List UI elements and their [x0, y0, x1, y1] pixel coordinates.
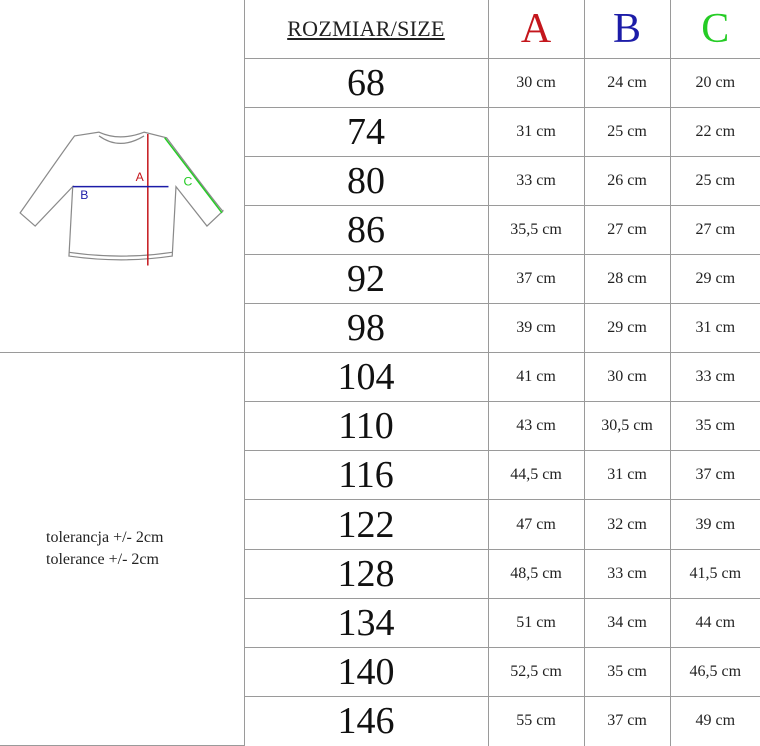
value-a-cell: 31 cm — [487, 106, 585, 157]
table-row: 116 44,5 cm 31 cm 37 cm — [0, 450, 760, 501]
value-b-cell: 35 cm — [583, 646, 671, 697]
value-a-cell: 48,5 cm — [487, 548, 585, 599]
value-a-cell: 37 cm — [487, 253, 585, 305]
size-cell: 80 — [243, 155, 489, 206]
tolerance-cell: tolerancja +/- 2cm tolerance +/- 2cm — [0, 352, 245, 746]
header-row: A B C ROZMIAR/SIZE A B C — [0, 0, 760, 354]
value-b-cell: 25 cm — [583, 106, 671, 157]
value-c-cell: 46,5 cm — [669, 646, 760, 697]
size-cell: 98 — [243, 303, 489, 354]
value-a-cell: 44,5 cm — [487, 450, 585, 501]
value-c-cell: 27 cm — [669, 204, 760, 255]
illustration-cell: A B C — [0, 0, 245, 354]
shirt-hem — [68, 251, 173, 257]
table-row: 92 37 cm 28 cm 29 cm — [0, 253, 760, 305]
table-row: 140 52,5 cm 35 cm 46,5 cm — [0, 646, 760, 697]
size-cell: 146 — [243, 695, 489, 746]
value-b-cell: 28 cm — [583, 253, 671, 305]
value-b-cell: 34 cm — [583, 597, 671, 648]
value-b-cell: 24 cm — [583, 57, 671, 108]
column-header-a: A — [487, 0, 585, 59]
size-cell: 92 — [243, 253, 489, 305]
label-c: C — [183, 175, 192, 189]
size-cell: 134 — [243, 597, 489, 648]
shirt-collar — [98, 135, 145, 145]
column-header-c: C — [669, 0, 760, 59]
shirt-outline — [19, 131, 224, 261]
value-a-cell: 39 cm — [487, 303, 585, 354]
size-cell: 68 — [243, 57, 489, 108]
shirt-measurement-diagram: A B C — [19, 131, 224, 266]
value-c-cell: 37 cm — [669, 450, 760, 501]
value-c-cell: 44 cm — [669, 597, 760, 648]
label-b: B — [80, 188, 88, 202]
table-row: 68 30 cm 24 cm 20 cm — [0, 57, 760, 108]
size-cell: 140 — [243, 646, 489, 697]
size-cell: 122 — [243, 499, 489, 550]
value-b-cell: 30 cm — [583, 352, 671, 403]
value-b-cell: 33 cm — [583, 548, 671, 599]
value-c-cell: 29 cm — [669, 253, 760, 305]
value-a-cell: 43 cm — [487, 401, 585, 452]
size-cell: 128 — [243, 548, 489, 599]
table-row: 80 33 cm 26 cm 25 cm — [0, 155, 760, 206]
size-column-header: ROZMIAR/SIZE — [243, 0, 489, 59]
table-row: 86 35,5 cm 27 cm 27 cm — [0, 204, 760, 255]
value-b-cell: 32 cm — [583, 499, 671, 550]
value-a-cell: 33 cm — [487, 155, 585, 206]
value-b-cell: 37 cm — [583, 695, 671, 746]
tolerance-pl: tolerancja +/- 2cm — [46, 529, 164, 547]
table-row: 122 47 cm 32 cm 39 cm — [0, 499, 760, 550]
value-c-cell: 25 cm — [669, 155, 760, 206]
size-cell: 104 — [243, 352, 489, 403]
value-c-cell: 39 cm — [669, 499, 760, 550]
value-a-cell: 55 cm — [487, 695, 585, 746]
size-cell: 110 — [243, 401, 489, 452]
value-b-cell: 29 cm — [583, 303, 671, 354]
label-a: A — [135, 170, 144, 184]
value-b-cell: 31 cm — [583, 450, 671, 501]
value-b-cell: 30,5 cm — [583, 401, 671, 452]
value-c-cell: 33 cm — [669, 352, 760, 403]
value-a-cell: 52,5 cm — [487, 646, 585, 697]
value-b-cell: 27 cm — [583, 204, 671, 255]
value-c-cell: 41,5 cm — [669, 548, 760, 599]
value-b-cell: 26 cm — [583, 155, 671, 206]
value-a-cell: 35,5 cm — [487, 204, 585, 255]
value-a-cell: 41 cm — [487, 352, 585, 403]
value-c-cell: 49 cm — [669, 695, 760, 746]
size-cell: 86 — [243, 204, 489, 255]
table-row: 146 55 cm 37 cm 49 cm — [0, 695, 760, 746]
value-c-cell: 22 cm — [669, 106, 760, 157]
table-row: 110 43 cm 30,5 cm 35 cm — [0, 401, 760, 452]
size-cell: 74 — [243, 106, 489, 157]
value-a-cell: 47 cm — [487, 499, 585, 550]
table-row: tolerancja +/- 2cm tolerance +/- 2cm 104 41… — [0, 352, 760, 746]
size-cell: 116 — [243, 450, 489, 501]
column-header-b: B — [583, 0, 671, 59]
tolerance-en: tolerance +/- 2cm — [46, 551, 159, 569]
value-a-cell: 30 cm — [487, 57, 585, 108]
value-c-cell: 35 cm — [669, 401, 760, 452]
measure-line-c — [163, 137, 223, 214]
value-c-cell: 31 cm — [669, 303, 760, 354]
value-a-cell: 51 cm — [487, 597, 585, 648]
value-c-cell: 20 cm — [669, 57, 760, 108]
